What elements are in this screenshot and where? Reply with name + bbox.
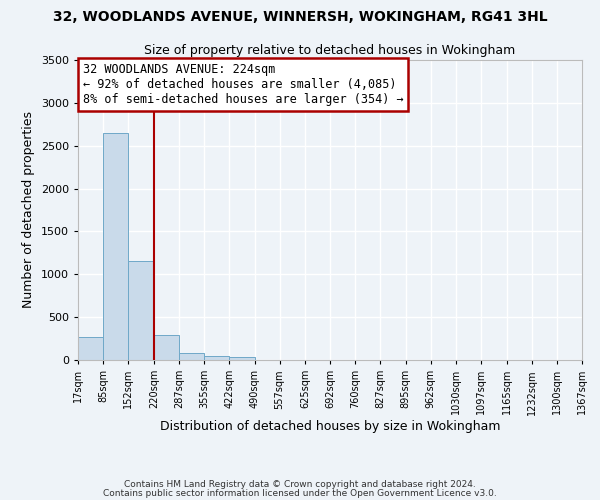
Bar [154, 335, 179, 360]
Bar [229, 358, 254, 360]
Bar [103, 133, 128, 360]
X-axis label: Distribution of detached houses by size in Wokingham: Distribution of detached houses by size … [160, 420, 500, 433]
Text: Contains HM Land Registry data © Crown copyright and database right 2024.: Contains HM Land Registry data © Crown c… [124, 480, 476, 489]
Y-axis label: Number of detached properties: Number of detached properties [22, 112, 35, 308]
Bar [128, 262, 154, 360]
Bar [78, 337, 103, 360]
Bar [179, 353, 204, 360]
Text: 32 WOODLANDS AVENUE: 224sqm
← 92% of detached houses are smaller (4,085)
8% of s: 32 WOODLANDS AVENUE: 224sqm ← 92% of det… [83, 63, 404, 106]
Text: Contains public sector information licensed under the Open Government Licence v3: Contains public sector information licen… [103, 489, 497, 498]
Bar [204, 356, 229, 360]
Text: 32, WOODLANDS AVENUE, WINNERSH, WOKINGHAM, RG41 3HL: 32, WOODLANDS AVENUE, WINNERSH, WOKINGHA… [53, 10, 547, 24]
Title: Size of property relative to detached houses in Wokingham: Size of property relative to detached ho… [145, 44, 515, 58]
